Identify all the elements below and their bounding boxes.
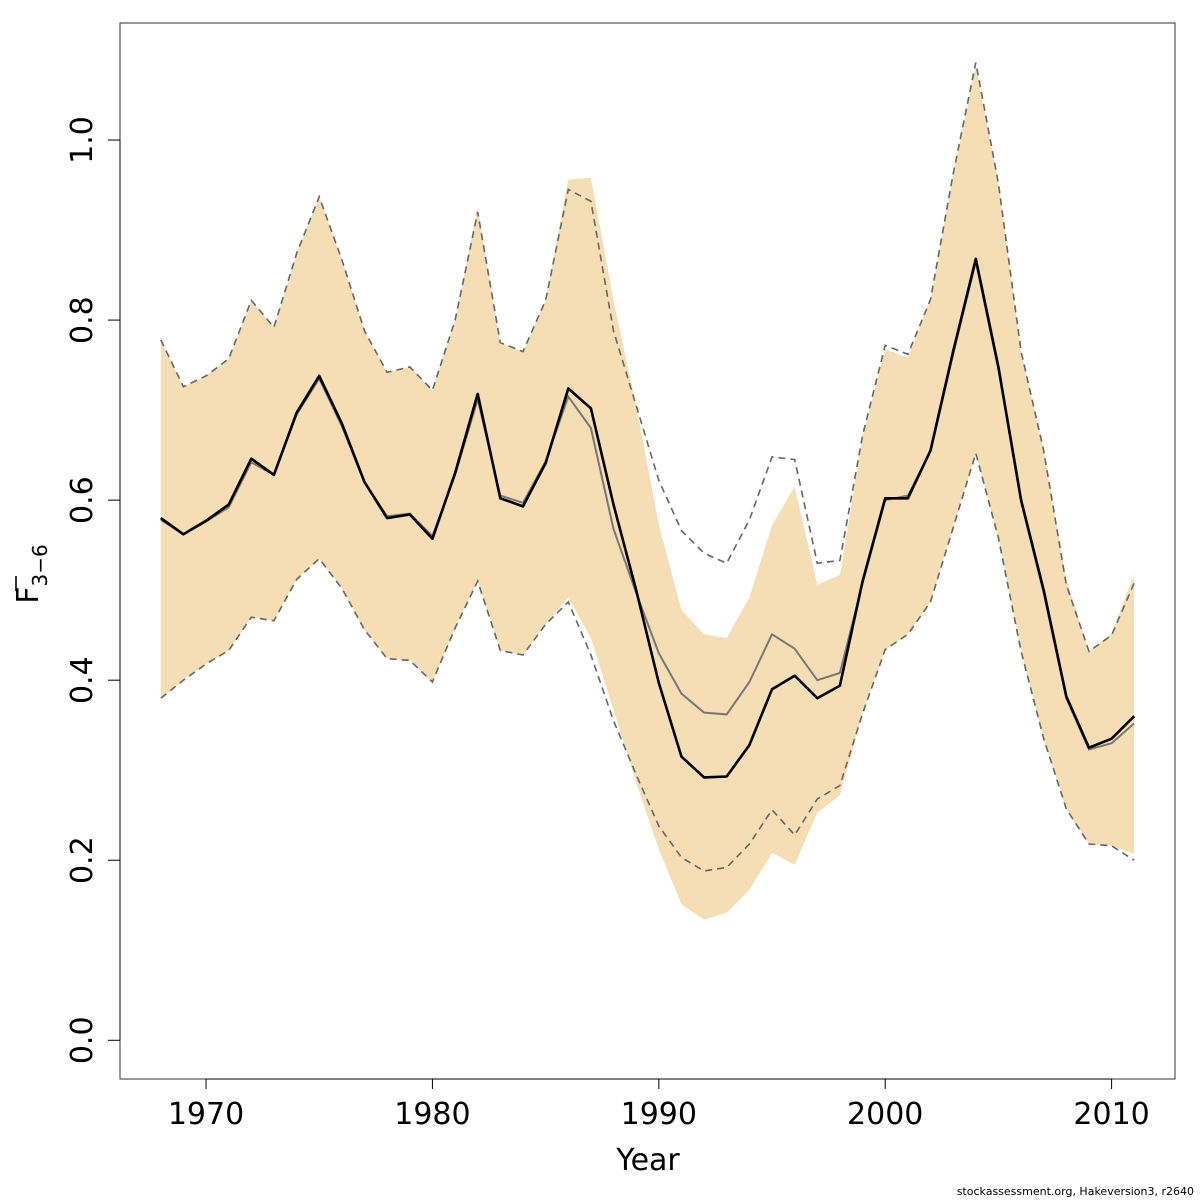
y-tick-label: 0.0 — [65, 1016, 100, 1064]
plot-area — [160, 62, 1136, 920]
point-estimate-line — [160, 257, 1136, 779]
y-tick-label: 0.8 — [65, 296, 100, 344]
y-axis-title-main: F — [11, 586, 46, 603]
y-tick-label: 1.0 — [65, 116, 100, 164]
lower-bound-dashed-line — [160, 450, 1135, 872]
x-tick-label: 2000 — [847, 1097, 923, 1132]
y-axis-title-subscript: 3−6 — [28, 544, 52, 586]
x-tick-label: 1980 — [394, 1097, 470, 1132]
confidence-band — [160, 66, 1135, 920]
upper-bound-dashed-line — [160, 62, 1135, 653]
x-tick-label: 1990 — [621, 1097, 697, 1132]
x-tick-label: 2010 — [1073, 1097, 1149, 1132]
y-tick-label: 0.4 — [65, 656, 100, 704]
x-axis-title: Year — [615, 1143, 680, 1178]
axes: 1970 1980 1990 2000 2010 0.0 0.2 0.4 0.6 0.8 1.0 — [65, 116, 1150, 1132]
footnote: stockassessment.org, Hakeversion3, r2640 — [956, 1185, 1194, 1198]
svg-text:F3−6: F3−6 — [11, 544, 52, 603]
y-tick-label: 0.2 — [65, 836, 100, 884]
x-tick-label: 1970 — [168, 1097, 244, 1132]
y-axis-title: F3−6 — [11, 544, 52, 603]
y-tick-label: 0.6 — [65, 476, 100, 524]
